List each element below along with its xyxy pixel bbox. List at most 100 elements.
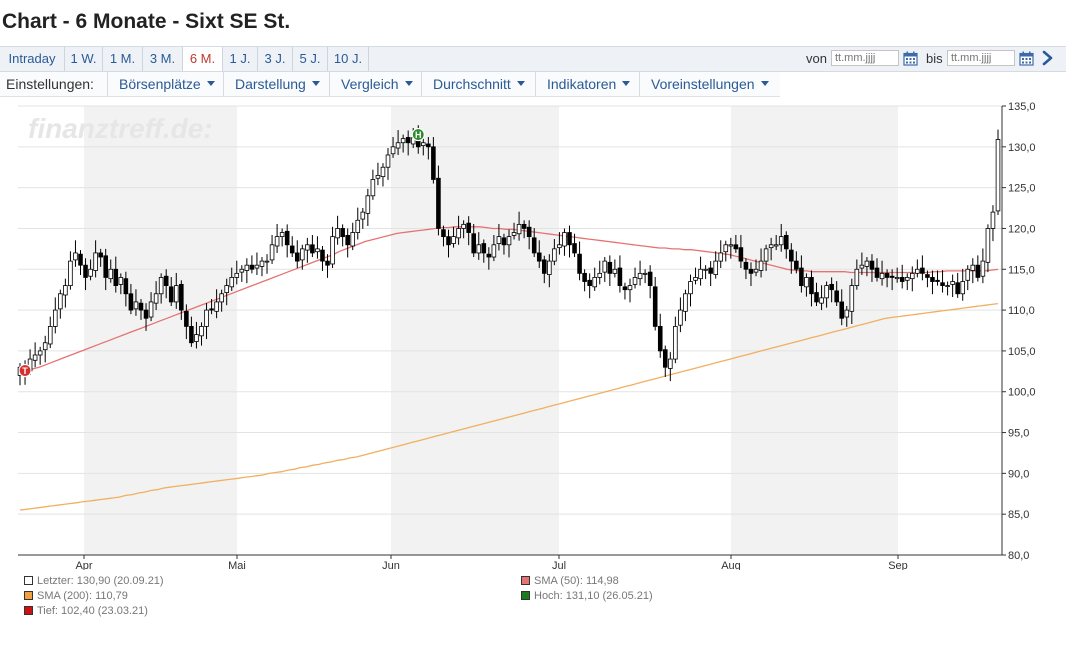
x-tick-label: Apr	[75, 560, 92, 570]
menu-boersenplaetze[interactable]: Börsenplätze	[107, 72, 223, 96]
candle-body	[647, 271, 653, 287]
candle-body	[390, 146, 396, 155]
x-tick-label: Sep	[888, 560, 908, 570]
y-tick-label: 95,0	[1008, 428, 1029, 440]
candle-body	[259, 260, 265, 267]
candle	[829, 277, 834, 303]
candle	[582, 269, 587, 292]
candle	[789, 243, 794, 274]
candle	[718, 240, 724, 269]
candle-body	[486, 253, 492, 258]
candle	[874, 258, 880, 282]
candle	[521, 220, 527, 239]
tab-5y[interactable]: 5 J.	[293, 47, 328, 71]
candle	[930, 270, 935, 295]
candle-body	[254, 264, 260, 269]
month-shade	[391, 106, 559, 555]
calendar-icon[interactable]	[1019, 51, 1034, 66]
y-tick-label: 100,0	[1008, 387, 1036, 399]
high-marker-dot	[411, 127, 425, 142]
high-marker: H	[411, 127, 425, 142]
calendar-icon[interactable]	[903, 51, 918, 66]
candle-body	[536, 252, 542, 262]
menu-vergleich[interactable]: Vergleich	[329, 72, 421, 96]
candle	[567, 225, 572, 258]
candle	[617, 255, 623, 293]
tab-intraday[interactable]: Intraday	[0, 47, 65, 71]
candle	[355, 207, 361, 240]
from-date-input[interactable]	[831, 50, 899, 66]
from-label: von	[806, 51, 827, 66]
tab-6m[interactable]: 6 M.	[183, 47, 223, 71]
candle-body	[42, 342, 48, 351]
to-date-input[interactable]	[947, 50, 1015, 66]
candle-body	[748, 268, 754, 274]
candle	[516, 211, 522, 241]
chevron-right-icon[interactable]	[1040, 49, 1056, 67]
candle	[365, 188, 371, 227]
tab-3m[interactable]: 3 M.	[143, 47, 183, 71]
candle	[572, 233, 577, 258]
candle	[501, 233, 507, 255]
candle	[688, 274, 693, 307]
menu-darstellung[interactable]: Darstellung	[223, 72, 329, 96]
menu-voreinstellungen[interactable]: Voreinstellungen	[639, 72, 780, 96]
candle-body	[168, 286, 174, 303]
tab-3y[interactable]: 3 J.	[258, 47, 293, 71]
candle-body	[118, 277, 124, 285]
candle-body	[300, 248, 305, 261]
candle	[421, 138, 426, 156]
candle-body	[935, 279, 940, 282]
candle-body	[58, 293, 63, 310]
candle	[138, 299, 144, 320]
candle	[264, 254, 270, 274]
candle	[103, 248, 108, 291]
candle	[713, 251, 718, 279]
candle	[531, 228, 537, 258]
candle	[562, 228, 567, 256]
candle	[879, 260, 885, 286]
candle-body	[778, 236, 784, 246]
candle	[834, 281, 839, 307]
candle-body	[244, 264, 250, 271]
candle	[63, 278, 68, 308]
candle	[799, 255, 804, 293]
candle-body	[879, 272, 885, 280]
x-tick-label: Jul	[552, 560, 566, 570]
menu-durchschnitt[interactable]: Durchschnitt	[421, 72, 535, 96]
tab-10y[interactable]: 10 J.	[328, 47, 369, 71]
candle-body	[294, 252, 300, 262]
candle	[269, 234, 275, 264]
candle-body	[562, 232, 567, 247]
legend-label: SMA (50): 114,98	[534, 575, 619, 587]
menu-indikatoren[interactable]: Indikatoren	[535, 72, 639, 96]
candle-body	[753, 268, 759, 273]
candle-body	[657, 326, 663, 352]
candle	[733, 234, 739, 253]
candle-body	[904, 277, 910, 281]
candle	[244, 258, 250, 284]
candle-body	[652, 286, 658, 327]
candle-body	[289, 245, 295, 254]
candle-body	[844, 309, 850, 318]
candle-body	[531, 237, 537, 254]
candle-body	[662, 349, 668, 368]
candle	[249, 255, 255, 274]
candle	[743, 258, 749, 280]
candle	[73, 240, 78, 267]
tab-1m[interactable]: 1 M.	[103, 47, 143, 71]
candle	[824, 281, 829, 308]
candle-body	[678, 309, 683, 326]
candle	[910, 266, 915, 292]
tab-1y[interactable]: 1 J.	[223, 47, 258, 71]
candle-body	[98, 252, 103, 258]
candle	[839, 289, 845, 326]
legend-swatch	[24, 576, 33, 585]
settings-label: Einstellungen:	[6, 76, 94, 92]
candle	[330, 226, 335, 269]
month-shading	[84, 106, 898, 555]
candle	[168, 277, 174, 307]
candle	[854, 259, 860, 290]
candle-body	[758, 260, 764, 271]
tab-1w[interactable]: 1 W.	[65, 47, 103, 71]
